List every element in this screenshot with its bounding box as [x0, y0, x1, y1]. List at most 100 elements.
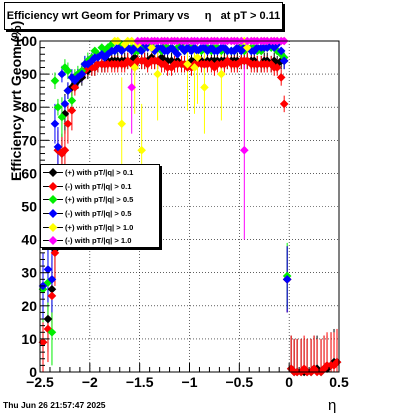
data-point [53, 102, 63, 112]
y-axis-label: Efficiency wrt Geom (%) [8, 20, 24, 181]
legend-entry: (-) with pT/|q| > 0.1 [41, 180, 159, 194]
y-tick-label: 90 [21, 66, 37, 82]
x-tick-label: −0.5 [226, 374, 254, 390]
data-point [217, 69, 226, 79]
x-tick-label: 0.5 [329, 374, 349, 390]
legend: (+) with pT/|q| > 0.1 (-) with pT/|q| > … [40, 164, 160, 248]
data-point [187, 46, 196, 56]
legend-marker-blue [41, 207, 65, 220]
y-tick-label: 60 [21, 165, 37, 181]
legend-marker-green [41, 193, 65, 206]
data-point [173, 49, 182, 59]
data-point [63, 86, 73, 95]
data-point [77, 69, 87, 79]
y-tick-label: 50 [21, 199, 37, 215]
data-point [213, 46, 222, 56]
legend-entry: (+) with pT/|q| > 0.5 [41, 193, 159, 207]
data-point [193, 46, 202, 56]
data-point [60, 99, 70, 109]
data-point [57, 112, 67, 122]
data-point [67, 96, 77, 105]
legend-marker-red [41, 180, 65, 193]
x-tick-label: −2 [82, 374, 98, 390]
data-point [130, 53, 139, 62]
data-point [200, 43, 209, 52]
data-point [272, 63, 282, 72]
data-point [127, 83, 136, 92]
data-point [53, 142, 63, 152]
data-point [147, 43, 156, 52]
data-point [153, 69, 162, 79]
data-point [60, 145, 70, 155]
data-point [160, 59, 169, 69]
data-point [140, 56, 149, 66]
data-point [143, 59, 152, 69]
data-point [38, 337, 48, 347]
data-point [319, 364, 329, 373]
legend-label: (+) with pT/|q| > 0.5 [65, 195, 134, 205]
legend-label: (+) with pT/|q| > 0.1 [65, 168, 134, 178]
y-tick-label: 100 [14, 33, 38, 49]
legend-marker-black [41, 166, 65, 179]
data-point [117, 119, 127, 129]
legend-marker-magenta [41, 234, 65, 247]
x-tick-label: −2.5 [26, 374, 54, 390]
data-point [329, 361, 339, 370]
legend-label: (-) with pT/|q| > 0.5 [65, 209, 132, 219]
data-point [123, 56, 133, 66]
legend-entry: (+) with pT/|q| > 1.0 [41, 220, 159, 234]
data-point [127, 46, 136, 56]
data-point [47, 275, 57, 284]
chart-title: Efficiency wrt Geom for Primary vs η at … [4, 2, 283, 30]
legend-label: (-) with pT/|q| > 1.0 [65, 236, 132, 246]
data-point [47, 291, 57, 301]
data-point [282, 275, 292, 284]
data-point [50, 248, 60, 258]
data-point [276, 46, 286, 56]
data-point [237, 46, 246, 56]
data-point [100, 46, 110, 56]
data-point [90, 46, 100, 56]
data-point [50, 76, 60, 86]
data-point [63, 119, 73, 129]
axes: −2.5 −2 −1.5 −1 −0.5 0 0.5 0 10 20 30 40 50 60 70 80 90 1… [14, 33, 349, 390]
y-tick-label: 40 [21, 232, 37, 248]
data-point [266, 59, 276, 69]
data-point [223, 56, 232, 66]
data-point [137, 145, 146, 155]
data-point [137, 46, 146, 56]
data-point [67, 106, 77, 115]
y-tick-label: 30 [21, 265, 37, 281]
data-point [249, 46, 259, 56]
x-tick-label: −1.5 [126, 374, 154, 390]
data-point [279, 99, 289, 109]
data-point [332, 357, 342, 367]
data-point [110, 46, 120, 56]
x-tick-label: 0 [285, 374, 293, 390]
data-point [190, 63, 199, 72]
legend-marker-yellow [41, 221, 65, 234]
x-axis-label: η [328, 397, 337, 414]
data-point [50, 119, 60, 129]
data-point [43, 314, 53, 324]
legend-label: (+) with pT/|q| > 1.0 [65, 222, 134, 232]
timestamp-footer: Thu Jun 26 21:57:47 2025 [3, 400, 106, 410]
data-point [183, 43, 192, 52]
data-point [279, 56, 289, 66]
y-tick-label: 70 [21, 132, 37, 148]
x-tick-label: −1 [182, 374, 198, 390]
legend-entry: (+) with pT/|q| > 0.1 [41, 166, 159, 180]
data-point [183, 59, 192, 69]
data-point [70, 83, 80, 92]
data-point [230, 46, 239, 56]
y-tick-label: 0 [29, 364, 37, 380]
legend-entry: (-) with pT/|q| > 0.5 [41, 207, 159, 221]
data-point [200, 83, 209, 92]
data-point [262, 43, 272, 52]
data-point [243, 43, 252, 52]
data-point [170, 46, 179, 56]
data-point [63, 66, 73, 76]
data-point [43, 265, 53, 274]
data-point [47, 284, 57, 294]
